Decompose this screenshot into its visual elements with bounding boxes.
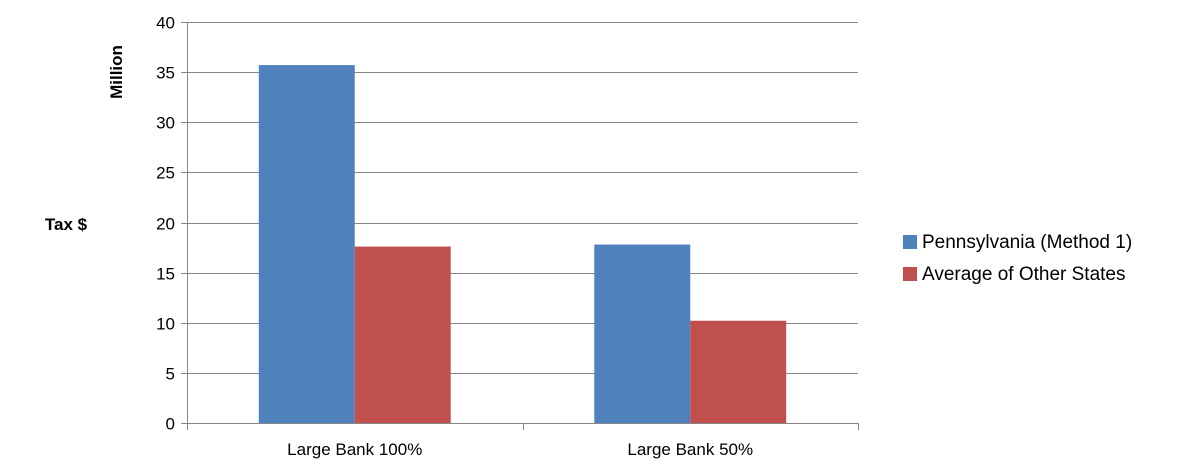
y-tick-label: 15 [156, 265, 175, 284]
y-tick-labels: 0 5 10 15 20 25 30 35 40 [156, 14, 175, 434]
y-tick-label: 10 [156, 315, 175, 334]
y-axis-title: Tax $ [45, 215, 88, 234]
bars [258, 65, 787, 424]
y-tick-label: 0 [166, 415, 175, 434]
y-tick-label: 25 [156, 164, 175, 183]
x-tick-label: Large Bank 100% [287, 440, 422, 459]
legend-swatch [903, 267, 917, 281]
y-axis-unit-label: Million [107, 45, 126, 99]
x-tick-labels: Large Bank 100% Large Bank 50% [287, 440, 753, 459]
x-tick-label: Large Bank 50% [627, 440, 753, 459]
y-tick-label: 40 [156, 14, 175, 33]
y-tick-label: 5 [166, 365, 175, 384]
bar [594, 244, 691, 423]
legend-swatch [903, 235, 917, 249]
y-tick-label: 20 [156, 215, 175, 234]
bar [354, 246, 451, 423]
y-tick-label: 30 [156, 114, 175, 133]
legend-label: Average of Other States [922, 264, 1126, 285]
legend-label: Pennsylvania (Method 1) [922, 232, 1132, 253]
axes [181, 22, 859, 430]
bar [258, 65, 355, 424]
legend: Pennsylvania (Method 1) Average of Other … [903, 232, 1132, 285]
y-tick-label: 35 [156, 64, 175, 83]
bar [690, 320, 787, 423]
